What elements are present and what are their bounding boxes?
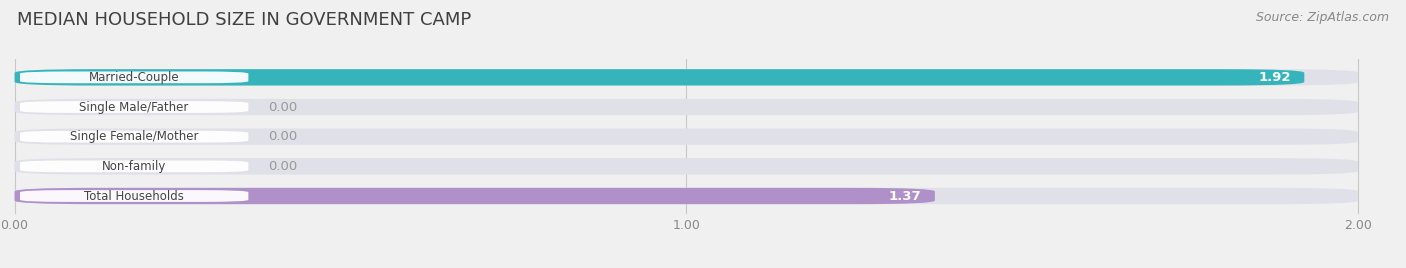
Text: Single Female/Mother: Single Female/Mother: [70, 130, 198, 143]
FancyBboxPatch shape: [14, 69, 1305, 85]
FancyBboxPatch shape: [14, 99, 1358, 115]
Text: Non-family: Non-family: [103, 160, 166, 173]
Text: 1.92: 1.92: [1258, 71, 1291, 84]
Text: 1.37: 1.37: [889, 189, 921, 203]
Text: Source: ZipAtlas.com: Source: ZipAtlas.com: [1256, 11, 1389, 24]
Text: 0.00: 0.00: [269, 100, 298, 114]
FancyBboxPatch shape: [20, 72, 249, 83]
FancyBboxPatch shape: [14, 69, 1358, 85]
FancyBboxPatch shape: [20, 190, 249, 202]
Text: 0.00: 0.00: [269, 130, 298, 143]
FancyBboxPatch shape: [14, 158, 1358, 174]
Text: 0.00: 0.00: [269, 160, 298, 173]
FancyBboxPatch shape: [20, 131, 249, 143]
Text: Single Male/Father: Single Male/Father: [80, 100, 188, 114]
FancyBboxPatch shape: [14, 188, 935, 204]
FancyBboxPatch shape: [20, 101, 249, 113]
Text: Total Households: Total Households: [84, 189, 184, 203]
FancyBboxPatch shape: [14, 129, 1358, 145]
FancyBboxPatch shape: [20, 161, 249, 172]
Text: MEDIAN HOUSEHOLD SIZE IN GOVERNMENT CAMP: MEDIAN HOUSEHOLD SIZE IN GOVERNMENT CAMP: [17, 11, 471, 29]
FancyBboxPatch shape: [14, 188, 1358, 204]
Text: Married-Couple: Married-Couple: [89, 71, 180, 84]
